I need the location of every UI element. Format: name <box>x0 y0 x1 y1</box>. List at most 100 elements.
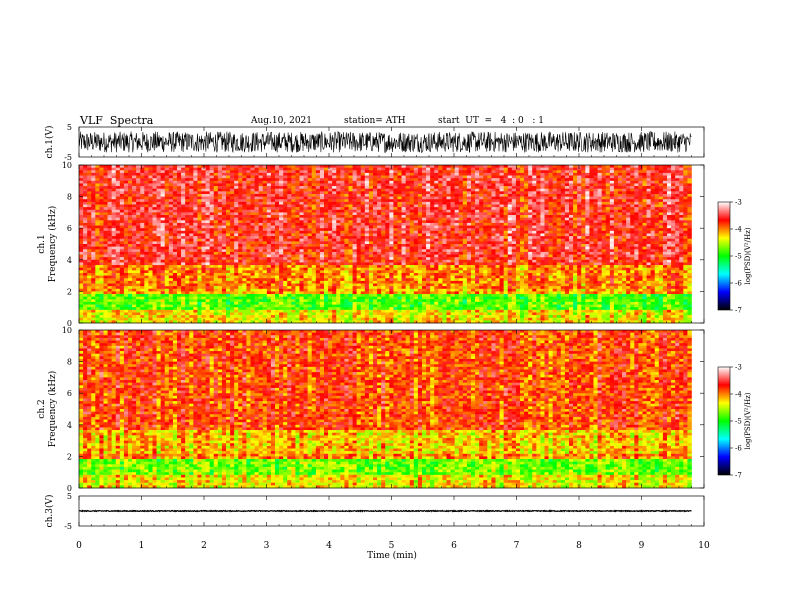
spectrogram-cell <box>401 280 406 284</box>
spectrogram-cell <box>242 167 247 171</box>
spectrogram-cell <box>270 259 276 263</box>
spectrogram-cell <box>270 175 276 179</box>
spectrogram-cell <box>217 165 223 168</box>
spectrogram-cell <box>91 215 96 218</box>
spectrogram-cell <box>283 178 288 182</box>
spectrogram-cell <box>189 212 194 216</box>
spectrogram-cell <box>107 209 112 213</box>
spectrogram-cell <box>168 228 174 232</box>
spectrogram-cell <box>246 244 251 247</box>
spectrogram-cell <box>254 199 259 203</box>
spectrogram-cell <box>107 299 112 303</box>
spectrogram-cell <box>279 193 284 197</box>
spectrogram-cell <box>123 272 129 276</box>
spectrogram-cell <box>160 315 166 319</box>
spectrogram-cell <box>389 315 394 319</box>
spectrogram-cell <box>356 212 362 216</box>
spectrogram-cell <box>230 222 235 226</box>
spectrogram-cell <box>168 280 174 284</box>
spectrogram-cell <box>119 170 125 174</box>
spectrogram-cell <box>111 217 117 221</box>
spectrogram-cell <box>168 265 174 268</box>
spectrogram-cell <box>340 188 345 192</box>
spectrogram-cell <box>389 188 394 192</box>
spectrogram-cell <box>230 204 235 208</box>
spectrogram-cell <box>156 304 161 308</box>
spectrogram-cell <box>189 275 194 279</box>
spectrogram-cell <box>291 222 296 226</box>
spectrogram-cell <box>140 207 145 211</box>
spectrogram-cell <box>275 283 280 287</box>
spectrogram-cell <box>128 220 133 224</box>
spectrogram-cell <box>299 209 304 213</box>
spectrogram-cell <box>221 294 227 297</box>
spectrogram-cell <box>262 244 268 247</box>
spectrogram-cell <box>279 175 284 179</box>
spectrogram-cell <box>389 172 394 176</box>
spectrogram-cell <box>287 178 292 182</box>
spectrogram-cell <box>213 262 219 266</box>
spectrogram-cell <box>221 225 227 229</box>
spectrogram-cell <box>103 238 108 242</box>
spectrogram-cell <box>348 228 353 232</box>
spectrogram-cell <box>217 280 223 284</box>
spectrogram-cell <box>303 270 308 274</box>
spectrogram-cell <box>189 283 194 287</box>
spectrogram-cell <box>221 199 227 203</box>
spectrogram-cell <box>168 317 174 321</box>
spectrogram-cell <box>311 262 317 266</box>
spectrogram-cell <box>270 241 276 245</box>
spectrogram-cell <box>119 244 125 247</box>
spectrogram-cell <box>95 270 100 274</box>
spectrogram-cell <box>315 254 321 258</box>
spectrogram-cell <box>377 294 382 297</box>
spectrogram-cell <box>307 196 313 200</box>
spectrogram-cell <box>205 215 210 218</box>
spectrogram-cell <box>270 167 276 171</box>
spectrogram-cell <box>111 265 117 268</box>
spectrogram-cell <box>185 170 190 174</box>
spectrogram-cell <box>156 301 161 305</box>
spectrogram-cell <box>168 201 174 205</box>
spectrogram-cell <box>181 193 186 197</box>
spectrogram-cell <box>79 296 84 300</box>
spectrogram-cell <box>140 178 145 182</box>
spectrogram-cell <box>254 257 259 261</box>
spectrogram-cell <box>230 265 235 268</box>
spectrogram-cell <box>140 249 145 253</box>
spectrogram-cell <box>393 188 398 192</box>
spectrogram-cell <box>172 236 178 240</box>
spectrogram-cell <box>368 288 374 292</box>
spectrogram-cell <box>319 186 325 189</box>
spectrogram-cell <box>132 199 137 203</box>
spectrogram-cell <box>160 241 166 245</box>
spectrogram-cell <box>83 188 88 192</box>
spectrogram-cell <box>295 228 300 232</box>
spectrogram-cell <box>79 196 84 200</box>
spectrogram-cell <box>279 170 284 174</box>
spectrogram-cell <box>319 165 325 168</box>
spectrogram-cell <box>246 183 251 187</box>
spectrogram-cell <box>319 288 325 292</box>
spectrogram-cell <box>234 241 239 245</box>
spectrogram-cell <box>340 272 345 276</box>
spectrogram-cell <box>128 228 133 232</box>
spectrogram-cell <box>295 304 300 308</box>
spectrogram-cell <box>205 286 210 290</box>
spectrogram-cell <box>381 296 386 300</box>
spectrogram-cell <box>405 320 411 324</box>
spectrogram-cell <box>307 201 313 205</box>
spectrogram-cell <box>217 172 223 176</box>
spectrogram-cell <box>328 170 333 174</box>
spectrogram-cell <box>336 315 341 319</box>
spectrogram-cell <box>336 220 341 224</box>
spectrogram-cell <box>393 278 398 282</box>
spectrogram-cell <box>295 236 300 240</box>
start-time-label: start UT = 4 : 0 : 1 <box>438 116 544 126</box>
spectrogram-cell <box>262 207 268 211</box>
spectrogram-cell <box>197 207 202 211</box>
spectrogram-cell <box>83 220 88 224</box>
spectrogram-cell <box>413 259 419 263</box>
spectrogram-cell <box>262 225 268 229</box>
spectrogram-cell <box>197 204 202 208</box>
